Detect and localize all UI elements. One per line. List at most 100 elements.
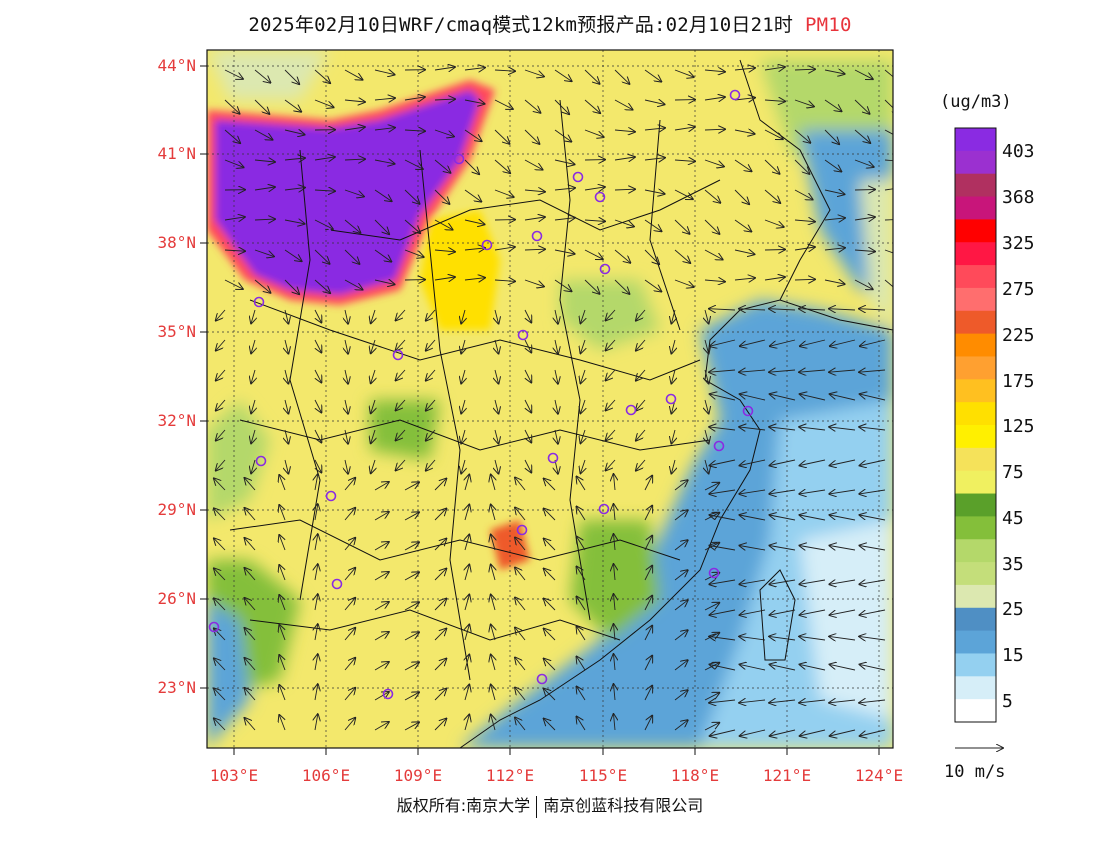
wind-arrow xyxy=(581,339,586,353)
wind-arrow xyxy=(644,506,652,521)
wind-arrow xyxy=(434,689,446,701)
wind-arrow xyxy=(285,309,288,324)
wind-arrow xyxy=(644,626,652,641)
wind-arrow xyxy=(374,219,389,234)
wind-arrow xyxy=(515,538,526,551)
wind-arrow xyxy=(426,459,436,471)
wind-arrow xyxy=(374,70,395,75)
wind-arrow xyxy=(800,459,826,466)
wind-arrow xyxy=(674,480,688,491)
wind-arrow xyxy=(245,478,256,491)
wind-arrow xyxy=(704,70,725,72)
wind-arrow xyxy=(434,719,446,731)
wind-arrow xyxy=(644,566,652,581)
wind-arrow xyxy=(524,279,544,287)
wind-arrow xyxy=(434,277,455,280)
wind-arrow xyxy=(860,609,886,615)
wind-arrow xyxy=(284,220,305,224)
colorbar-swatch xyxy=(955,630,996,654)
wind-arrow xyxy=(704,159,724,167)
wind-arrow xyxy=(491,565,495,581)
wind-arrow xyxy=(854,129,870,143)
wind-arrow xyxy=(314,249,330,264)
wind-arrow xyxy=(674,600,688,611)
wind-arrow xyxy=(345,309,348,324)
wind-arrow xyxy=(884,219,893,221)
wind-arrow xyxy=(464,129,482,141)
wind-arrow xyxy=(465,685,469,701)
wind-arrow xyxy=(606,399,616,410)
wind-arrow xyxy=(279,535,285,551)
wind-arrow xyxy=(770,609,796,615)
wind-arrow xyxy=(859,490,886,494)
wind-arrow xyxy=(214,658,226,671)
wind-arrow xyxy=(860,664,886,671)
colorbar-swatch xyxy=(955,516,996,540)
lon-label: 121°E xyxy=(762,766,812,785)
wind-arrow xyxy=(494,189,514,197)
wind-arrow xyxy=(344,219,360,233)
wind-arrow xyxy=(671,309,675,324)
wind-arrow xyxy=(461,399,465,414)
colorbar-swatch xyxy=(955,539,996,563)
wind-arrow xyxy=(251,459,255,473)
wind-arrow xyxy=(344,279,363,290)
colorbar-swatch xyxy=(955,699,996,723)
colorbar-swatch xyxy=(955,265,996,289)
wind-arrow xyxy=(674,720,688,731)
wind-arrow xyxy=(644,279,661,292)
wind-arrow xyxy=(461,369,465,384)
wind-arrow xyxy=(216,309,226,321)
wind-arrow xyxy=(764,250,785,251)
wind-arrow xyxy=(524,190,545,192)
wind-arrow xyxy=(636,459,646,471)
colorbar-label: 25 xyxy=(1002,599,1024,620)
wind-arrow xyxy=(644,656,652,671)
wind-arrow xyxy=(769,580,796,584)
wind-arrow xyxy=(577,657,586,671)
wind-arrow xyxy=(344,100,365,102)
colorbar-label: 175 xyxy=(1002,371,1035,392)
wind-arrow xyxy=(279,715,285,731)
wind-arrow xyxy=(584,99,600,113)
wind-arrow xyxy=(254,69,270,83)
wind-arrow xyxy=(279,685,285,701)
wind-arrow xyxy=(577,627,586,641)
wind-arrow xyxy=(770,339,796,346)
wind-arrow xyxy=(884,159,893,162)
wind-arrow xyxy=(577,687,586,701)
lon-label: 103°E xyxy=(209,766,259,785)
wind-arrow xyxy=(515,508,526,521)
wind-arrow xyxy=(671,339,675,354)
wind-arrow xyxy=(824,218,845,220)
wind-arrow xyxy=(396,309,406,320)
wind-arrow xyxy=(404,189,420,204)
wind-arrow xyxy=(465,505,469,521)
wind-arrow xyxy=(709,490,736,494)
wind-arrow xyxy=(524,249,545,250)
wind-arrow xyxy=(371,369,375,383)
wind-arrow xyxy=(554,160,575,164)
wind-arrow xyxy=(824,129,839,144)
wind-arrow xyxy=(396,339,406,350)
wind-arrow xyxy=(739,636,766,640)
wind-arrow xyxy=(674,160,695,161)
city-markers xyxy=(208,89,754,700)
wind-arrow xyxy=(245,658,256,671)
wind-arrow xyxy=(854,279,873,289)
wind-arrow xyxy=(254,279,270,293)
lat-label: 44°N xyxy=(157,56,196,75)
wind-arrow xyxy=(494,280,515,281)
wind-arrow xyxy=(315,534,318,551)
lat-label: 26°N xyxy=(157,589,196,608)
wind-arrow xyxy=(495,459,499,474)
lon-label: 112°E xyxy=(485,766,535,785)
wind-arrow xyxy=(544,629,556,641)
wind-arrow xyxy=(769,546,796,551)
wind-arrow xyxy=(824,159,841,172)
wind-arrow xyxy=(434,659,446,671)
wind-arrow xyxy=(770,729,796,736)
wind-arrow xyxy=(584,220,605,221)
wind-arrow xyxy=(829,700,856,703)
wind-arrow xyxy=(465,655,469,671)
